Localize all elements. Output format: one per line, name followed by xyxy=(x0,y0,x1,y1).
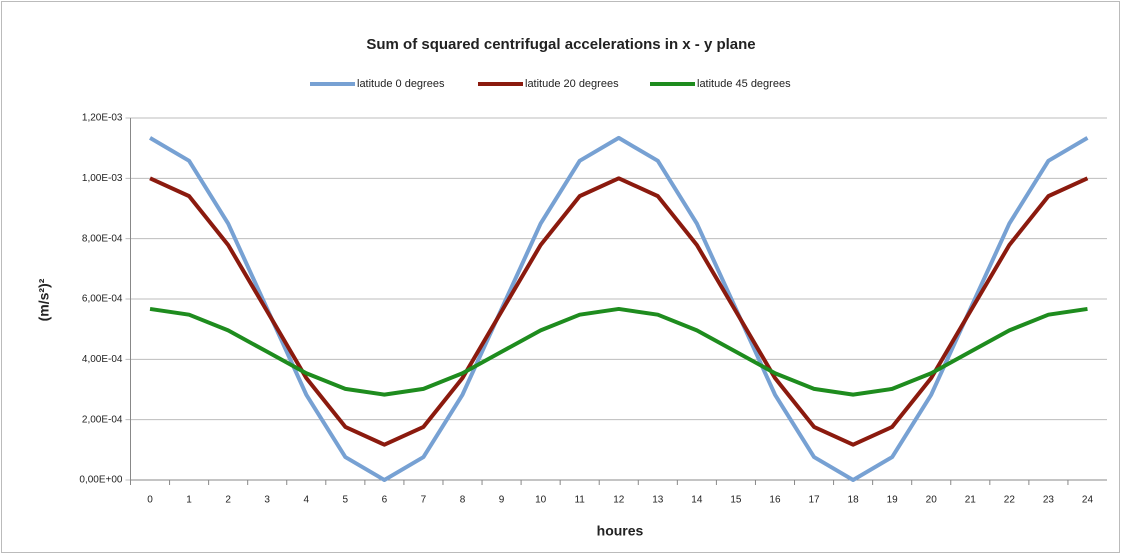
x-tick-label: 5 xyxy=(343,495,349,506)
x-tick-label: 9 xyxy=(499,495,505,506)
y-axis-title: (m/s²)² xyxy=(36,278,52,321)
legend-label: latitude 45 degrees xyxy=(697,78,791,90)
x-tick-label: 1 xyxy=(186,495,192,506)
x-tick-label: 3 xyxy=(264,495,270,506)
legend-label: latitude 0 degrees xyxy=(357,78,445,90)
x-tick-label: 22 xyxy=(1004,495,1016,506)
x-tick-label: 20 xyxy=(926,495,938,506)
y-tick-label: 4,00E-04 xyxy=(82,354,123,365)
x-tick-label: 4 xyxy=(303,495,309,506)
x-tick-label: 17 xyxy=(808,495,820,506)
x-tick-label: 7 xyxy=(421,495,427,506)
series-line xyxy=(149,176,1089,447)
x-tick-label: 8 xyxy=(460,495,466,506)
x-tick-label: 13 xyxy=(652,495,664,506)
x-tick-label: 15 xyxy=(730,495,742,506)
y-tick-label: 2,00E-04 xyxy=(82,414,123,425)
x-tick-label: 12 xyxy=(613,495,625,506)
x-tick-label: 6 xyxy=(382,495,388,506)
series-line xyxy=(149,306,1088,397)
x-tick-label: 24 xyxy=(1082,495,1094,506)
x-tick-label: 23 xyxy=(1043,495,1055,506)
y-tick-label: 6,00E-04 xyxy=(82,294,123,305)
x-axis-title: houres xyxy=(597,523,644,539)
y-tick-label: 8,00E-04 xyxy=(82,233,123,244)
legend-label: latitude 20 degrees xyxy=(525,78,619,90)
chart-title: Sum of squared centrifugal accelerations… xyxy=(366,36,755,53)
x-tick-label: 18 xyxy=(848,495,860,506)
x-tick-label: 14 xyxy=(691,495,703,506)
x-tick-label: 19 xyxy=(887,495,899,506)
x-tick-label: 16 xyxy=(769,495,781,506)
x-tick-label: 0 xyxy=(147,495,153,506)
x-tick-label: 11 xyxy=(574,495,585,506)
y-tick-label: 0,00E+00 xyxy=(79,475,123,486)
y-tick-label: 1,20E-03 xyxy=(82,113,123,124)
x-tick-label: 21 xyxy=(965,495,977,506)
x-tick-label: 10 xyxy=(535,495,547,506)
x-tick-label: 2 xyxy=(225,495,231,506)
series-line xyxy=(149,135,1089,482)
y-tick-label: 1,00E-03 xyxy=(82,173,123,184)
